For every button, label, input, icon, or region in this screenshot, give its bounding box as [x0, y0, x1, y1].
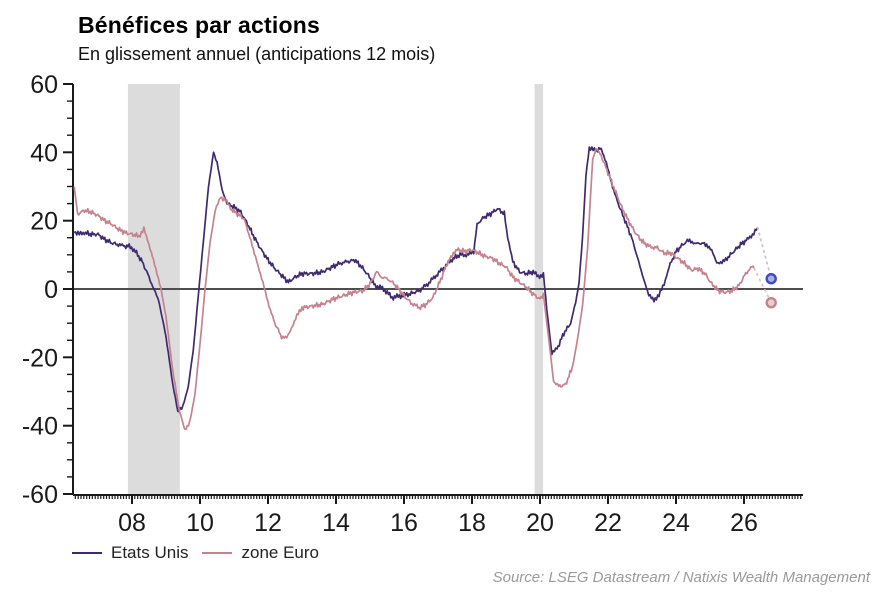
legend-label-us: Etats Unis: [111, 543, 189, 562]
y-tick-label: 60: [30, 71, 58, 99]
legend-label-euro: zone Euro: [241, 543, 319, 562]
x-tick-label: 14: [322, 509, 350, 537]
x-tick-label: 18: [458, 509, 486, 537]
y-tick-label: -60: [22, 481, 58, 509]
x-tick-label: 26: [730, 509, 758, 537]
x-tick-label: 24: [662, 509, 690, 537]
x-tick-label: 10: [186, 509, 214, 537]
y-tick-label: -40: [22, 413, 58, 441]
euro-line-swatch: [202, 552, 233, 554]
x-tick-label: 22: [594, 509, 622, 537]
x-tick-label: 20: [526, 509, 554, 537]
forecast-marker: [765, 297, 777, 309]
forecast-dotted-line: [756, 226, 773, 280]
chart-subtitle: En glissement annuel (anticipations 12 m…: [78, 44, 436, 64]
y-tick-label: 0: [44, 276, 58, 304]
source-text: Source: LSEG Datastream / Natixis Wealth…: [492, 569, 870, 586]
legend: Etats Unis zone Euro: [72, 543, 333, 563]
y-tick-label: -20: [22, 344, 58, 372]
us-line-swatch: [72, 552, 102, 554]
x-tick-label: 16: [390, 509, 418, 537]
series-line-zone-euro: [73, 148, 755, 431]
forecast-marker: [765, 273, 777, 285]
forecast-dotted-line: [753, 267, 773, 304]
x-tick-label: 12: [254, 509, 282, 537]
series-line-etats-unis: [73, 146, 759, 413]
y-tick-label: 40: [30, 139, 58, 167]
y-tick-label: 20: [30, 208, 58, 236]
x-tick-label: 08: [118, 509, 146, 537]
chart-title: Bénéfices par actions: [78, 12, 320, 38]
